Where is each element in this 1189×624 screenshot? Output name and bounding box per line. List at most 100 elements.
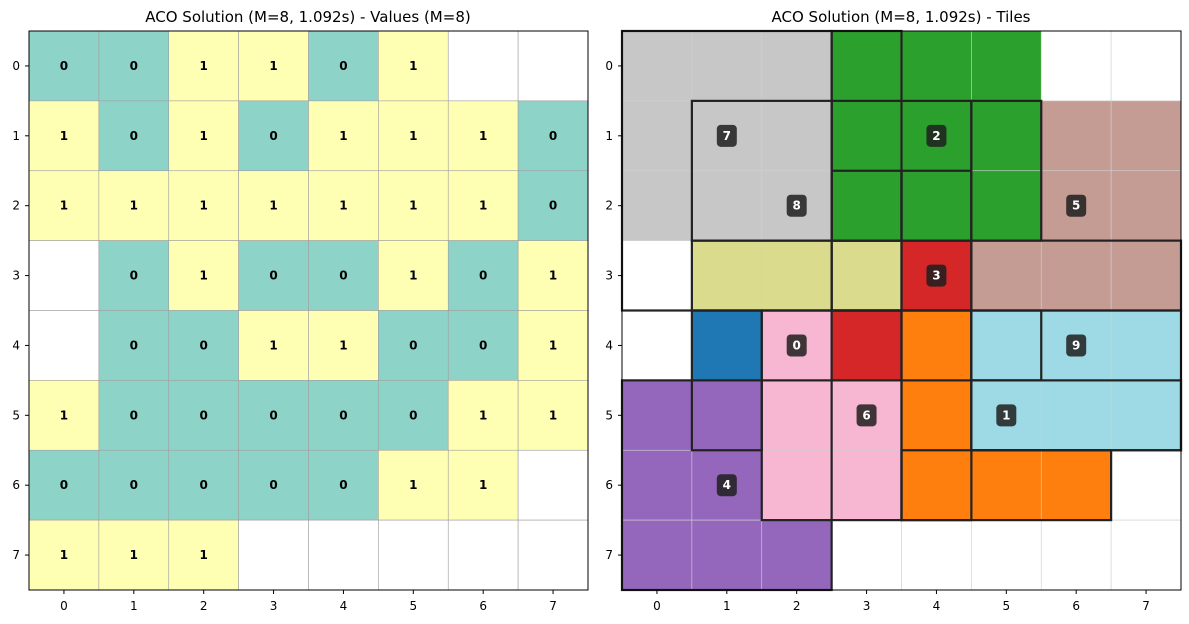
right-y-tick-label: 0 (605, 59, 613, 73)
value-cell (517, 310, 589, 381)
value-cell (98, 170, 170, 241)
right-y-tick-label: 7 (605, 548, 613, 562)
right-x-tick-label: 6 (1072, 599, 1080, 613)
tiles-heatmap: 7 2 8 5 3 0 9 6 1 4 0 1 2 3 4 5 6 7 0 1 2 3 4 5 6 7 (605, 29, 1183, 613)
tile-label-badge (1066, 334, 1087, 357)
value-cell (168, 519, 239, 591)
value-label: 1 (130, 548, 138, 562)
tile-label-badge (1066, 194, 1087, 217)
left-x-tick-label: 2 (200, 599, 208, 613)
value-label: 0 (269, 269, 277, 283)
value-cell (28, 170, 100, 241)
tile-cell (1110, 170, 1182, 241)
left-y-tick-label: 3 (12, 269, 20, 283)
tile-cell (691, 30, 763, 102)
left-y-tick-label: 5 (12, 408, 20, 422)
value-cell (517, 449, 589, 521)
value-cell (28, 240, 100, 311)
value-cell (98, 100, 170, 172)
tile-cell (901, 310, 972, 381)
tile-cell (691, 380, 763, 451)
tile-cell (761, 240, 832, 311)
tile-cell (691, 240, 763, 311)
value-cell (308, 449, 379, 521)
tile-label-badge (926, 264, 947, 287)
value-label: 0 (130, 269, 138, 283)
tile-cell (621, 310, 693, 381)
value-label: 1 (479, 408, 487, 422)
tile-label: 3 (932, 269, 940, 283)
tile-label-badge (716, 124, 737, 147)
tile-cell (971, 100, 1042, 172)
tile-cell (621, 30, 693, 102)
tile-label: 4 (723, 478, 731, 492)
value-cell (378, 100, 449, 172)
value-label: 0 (269, 408, 277, 422)
tile-cell (761, 449, 832, 521)
value-cell (308, 519, 379, 591)
value-cell (308, 170, 379, 241)
value-label: 1 (200, 269, 208, 283)
value-label: 1 (339, 338, 347, 352)
right-y-tick-label: 1 (605, 129, 613, 143)
tile-label: 6 (862, 408, 870, 422)
value-cell (168, 380, 239, 451)
tile-cell (761, 30, 832, 102)
value-label: 1 (200, 59, 208, 73)
value-cell (28, 449, 100, 521)
value-cell (168, 170, 239, 241)
tile-label: 2 (932, 129, 940, 143)
value-label: 0 (60, 59, 68, 73)
value-label: 1 (479, 199, 487, 213)
value-label: 0 (549, 199, 557, 213)
value-cell (28, 310, 100, 381)
value-label: 0 (130, 408, 138, 422)
value-label: 0 (339, 408, 347, 422)
tile-cell (971, 170, 1042, 241)
tile-cell (971, 449, 1042, 521)
tile-cell (1040, 380, 1112, 451)
tile-cell (1040, 519, 1112, 591)
value-cell (517, 240, 589, 311)
right-y-tick-label: 2 (605, 199, 613, 213)
value-label: 0 (200, 338, 208, 352)
value-cell (517, 30, 589, 102)
right-y-tick-label: 3 (605, 269, 613, 283)
tile-label: 9 (1072, 338, 1080, 352)
right-frame (621, 30, 1182, 591)
value-label: 0 (130, 338, 138, 352)
value-label: 1 (479, 478, 487, 492)
value-cell (447, 240, 519, 311)
right-chart-title: ACO Solution (M=8, 1.092s) - Tiles (772, 8, 1031, 26)
value-label: 0 (479, 338, 487, 352)
value-label: 1 (60, 408, 68, 422)
tile-cell (831, 30, 902, 102)
value-label: 1 (549, 338, 557, 352)
tile-cell (1040, 449, 1112, 521)
left-y-tick-label: 2 (12, 199, 20, 213)
value-cell (238, 30, 309, 102)
left-y-tick-label: 7 (12, 548, 20, 562)
value-label: 0 (269, 478, 277, 492)
value-cell (238, 100, 309, 172)
value-cell (238, 170, 309, 241)
tile-cell (831, 310, 902, 381)
right-x-tick-label: 0 (653, 599, 661, 613)
value-cell (447, 30, 519, 102)
value-label: 1 (200, 199, 208, 213)
value-cell (238, 519, 309, 591)
values-heatmap: 0 0 1 1 0 1 1 0 1 0 1 1 1 0 1 1 1 1 1 1 1 0 0 1 0 0 1 0 1 0 0 1 1 0 0 1 1 0 0 0… (12, 30, 589, 613)
left-x-tick-label: 7 (549, 599, 557, 613)
right-x-tick-label: 3 (863, 599, 871, 613)
value-label: 1 (409, 59, 417, 73)
tile-cell (1040, 240, 1112, 311)
right-y-tick-label: 5 (605, 408, 613, 422)
value-cell (447, 170, 519, 241)
tile-cell (1110, 519, 1182, 591)
tile-cell (761, 100, 832, 172)
value-cell (447, 310, 519, 381)
tile-cell (621, 519, 693, 591)
left-chart-title: ACO Solution (M=8, 1.092s) - Values (M=8… (145, 8, 470, 26)
tile-cell (761, 380, 832, 451)
